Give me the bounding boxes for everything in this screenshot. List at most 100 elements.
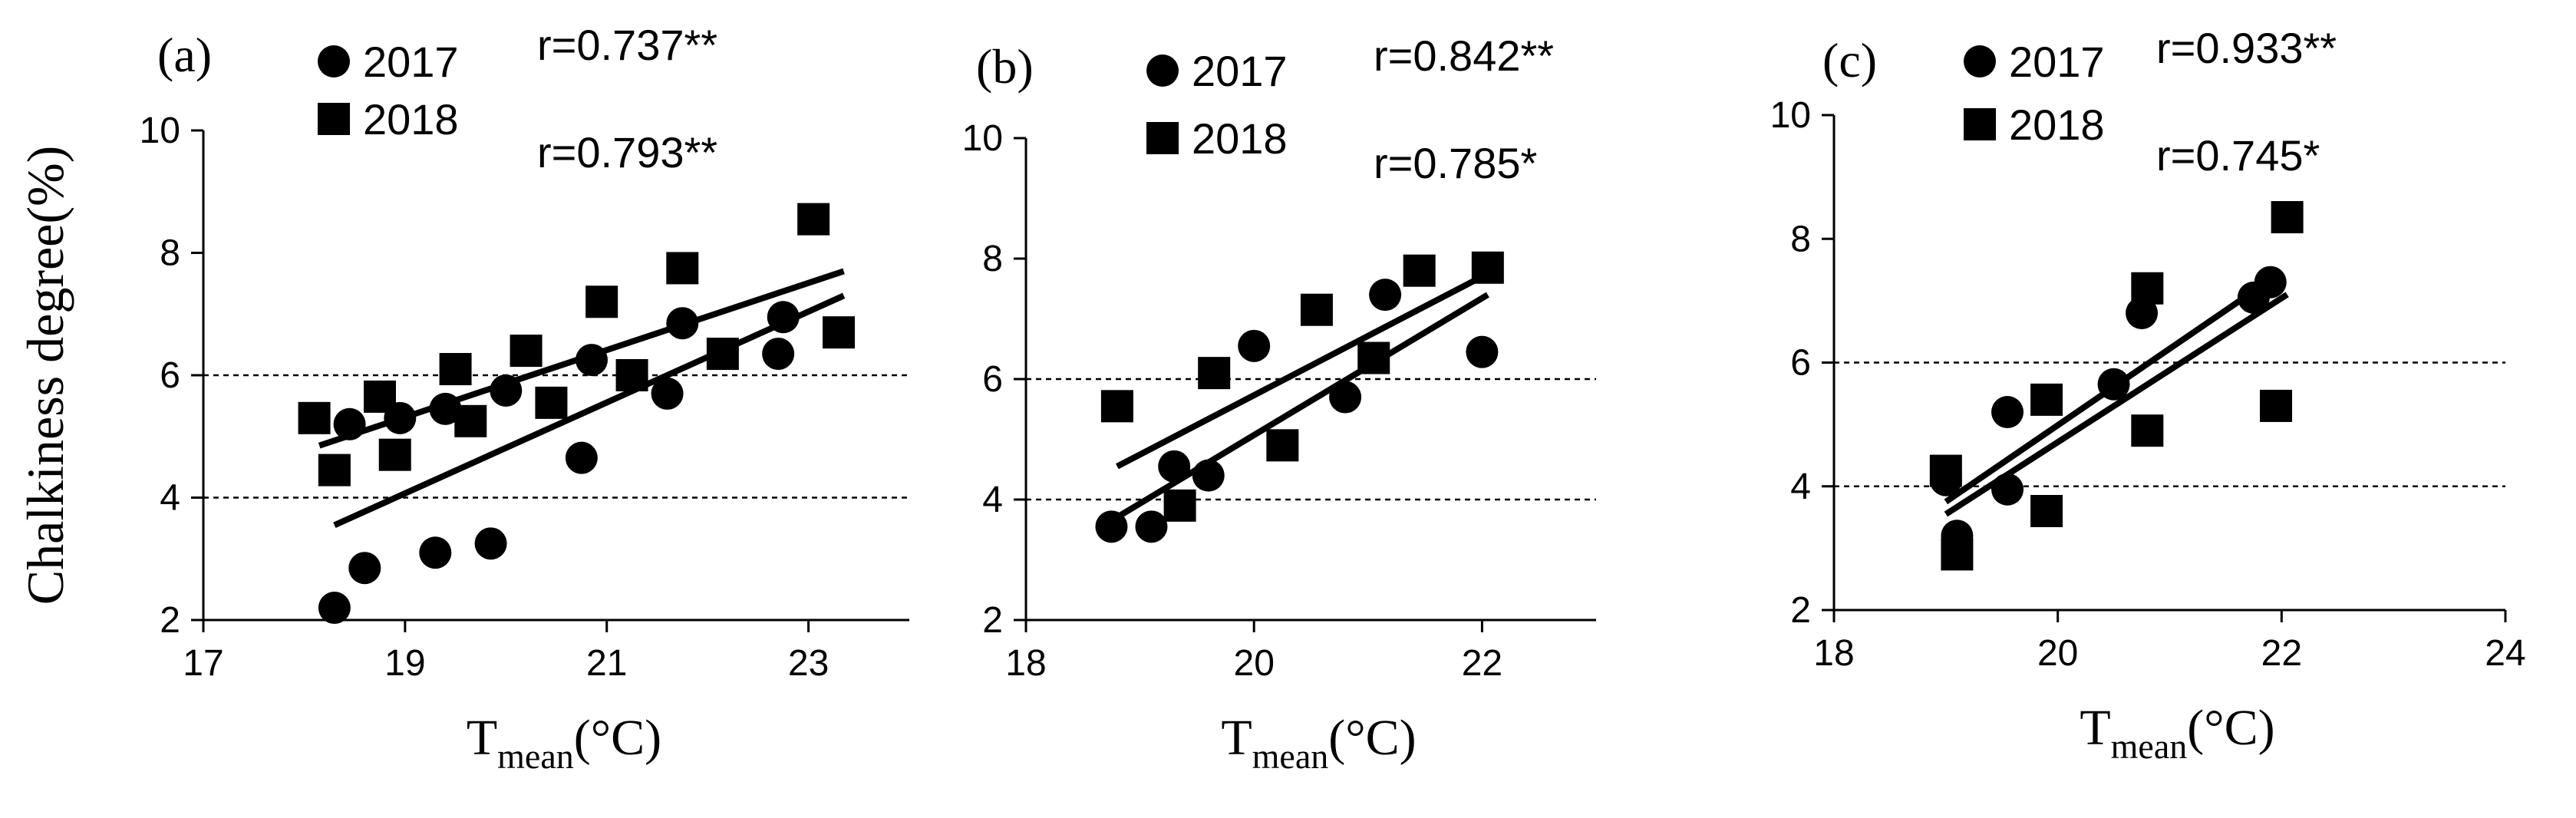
fit-line-2018 xyxy=(318,268,845,449)
point-2018 xyxy=(615,359,648,391)
x-axis-label: Tmean(°C) xyxy=(2080,700,2274,766)
y-tick-label: 2 xyxy=(982,600,1003,641)
point-2018 xyxy=(298,401,331,434)
point-2018 xyxy=(454,404,487,437)
panel-label: (a) xyxy=(157,28,212,82)
point-2017 xyxy=(2254,266,2287,299)
x-axis-label-sub: mean xyxy=(497,737,574,776)
point-2017 xyxy=(348,552,381,585)
fit-line-2017 xyxy=(1110,292,1489,523)
legend-marker-2017 xyxy=(1964,45,1996,78)
x-tick-label: 20 xyxy=(2037,633,2078,674)
y-tick-label: 8 xyxy=(1790,219,1811,259)
fit-line-2018 xyxy=(1116,271,1489,470)
legend-label-2018: 2018 xyxy=(1192,114,1288,163)
point-2018 xyxy=(318,454,351,487)
x-tick-label: 21 xyxy=(586,643,627,684)
x-axis-label-main: T xyxy=(2080,700,2110,756)
point-2018 xyxy=(666,252,699,285)
point-2018 xyxy=(439,353,472,386)
point-2018 xyxy=(1300,293,1333,326)
point-2018 xyxy=(1403,254,1436,287)
y-tick-label: 4 xyxy=(1790,467,1811,507)
point-2017 xyxy=(1192,459,1225,492)
point-2018 xyxy=(364,380,396,413)
y-tick-label: 10 xyxy=(1770,95,1811,136)
point-2017 xyxy=(762,338,795,371)
point-2017 xyxy=(1158,450,1191,483)
y-tick-label: 4 xyxy=(982,480,1003,520)
point-2018 xyxy=(1471,251,1504,284)
x-axis-label-main: T xyxy=(467,710,497,766)
legend-marker-2017 xyxy=(1146,54,1179,87)
x-tick-label: 18 xyxy=(1813,633,1854,674)
point-2018 xyxy=(1100,390,1133,423)
x-axis-label: Tmean(°C) xyxy=(467,710,661,776)
y-tick-label: 2 xyxy=(1790,590,1811,631)
x-axis-label-main: T xyxy=(1221,710,1252,766)
point-2017 xyxy=(767,301,800,334)
point-2018 xyxy=(2030,495,2063,527)
y-tick-label: 10 xyxy=(962,118,1003,159)
r-annotation-2018: r=0.793** xyxy=(537,128,717,176)
point-2017 xyxy=(1095,510,1128,543)
point-2018 xyxy=(510,335,543,368)
panel-2: (b) 2 4 6 8 10 18 20 22 Tmean(°C) 2017 r=0.842** 201… xyxy=(962,31,1596,776)
point-2018 xyxy=(1941,538,1974,571)
x-tick-label: 24 xyxy=(2485,633,2525,674)
point-2017 xyxy=(1135,510,1168,543)
point-2017 xyxy=(1369,279,1402,312)
y-tick-label: 8 xyxy=(982,239,1003,279)
point-2018 xyxy=(2131,272,2164,305)
legend-label-2018: 2018 xyxy=(2009,101,2105,149)
y-tick-label: 6 xyxy=(1790,343,1811,384)
panel-label: (c) xyxy=(1822,33,1877,87)
point-2018 xyxy=(1266,429,1299,462)
x-tick-label: 17 xyxy=(183,643,223,684)
point-2017 xyxy=(651,377,684,410)
point-2018 xyxy=(1357,341,1390,374)
point-2017 xyxy=(1238,329,1271,362)
point-2017 xyxy=(1329,381,1362,414)
y-tick-label: 6 xyxy=(982,359,1003,400)
y-tick-label: 4 xyxy=(160,478,180,519)
point-2017 xyxy=(474,527,507,560)
x-tick-label: 23 xyxy=(788,643,829,684)
point-2018 xyxy=(1163,489,1196,522)
fit-line-2018 xyxy=(1944,292,2289,517)
point-2017 xyxy=(2126,297,2159,329)
point-2018 xyxy=(823,316,855,349)
y-axis-label: Chalkiness degree(%) xyxy=(16,146,74,605)
point-2018 xyxy=(378,438,411,471)
y-tick-label: 10 xyxy=(140,110,180,151)
legend-marker-2017 xyxy=(318,45,350,78)
point-2018 xyxy=(1198,357,1231,390)
legend-marker-2018 xyxy=(318,103,350,135)
x-axis-label: Tmean(°C) xyxy=(1221,710,1416,776)
point-2018 xyxy=(535,386,568,419)
point-2018 xyxy=(585,285,618,318)
x-tick-label: 22 xyxy=(1462,643,1502,684)
x-tick-label: 22 xyxy=(2261,633,2302,674)
point-2017 xyxy=(419,536,452,569)
r-annotation-2018: r=0.785* xyxy=(1374,139,1537,187)
y-tick-label: 2 xyxy=(160,600,180,641)
point-2017 xyxy=(565,441,598,474)
legend-marker-2018 xyxy=(1146,122,1179,154)
r-annotation-2018: r=0.745* xyxy=(2156,131,2320,180)
legend-label-2017: 2017 xyxy=(1192,47,1288,95)
point-2018 xyxy=(2271,201,2304,234)
x-axis-label-unit: (°C) xyxy=(2187,700,2274,756)
x-tick-label: 20 xyxy=(1234,643,1275,684)
x-axis-label-unit: (°C) xyxy=(1328,710,1416,766)
x-axis-label-sub: mean xyxy=(2111,727,2188,766)
point-2018 xyxy=(797,203,830,236)
fit-line-2017 xyxy=(333,292,846,529)
legend-marker-2018 xyxy=(1964,108,1996,140)
r-annotation-2017: r=0.933** xyxy=(2156,24,2337,72)
panel-label: (b) xyxy=(976,39,1034,94)
y-tick-label: 8 xyxy=(160,233,180,274)
legend-label-2017: 2017 xyxy=(2009,38,2105,86)
